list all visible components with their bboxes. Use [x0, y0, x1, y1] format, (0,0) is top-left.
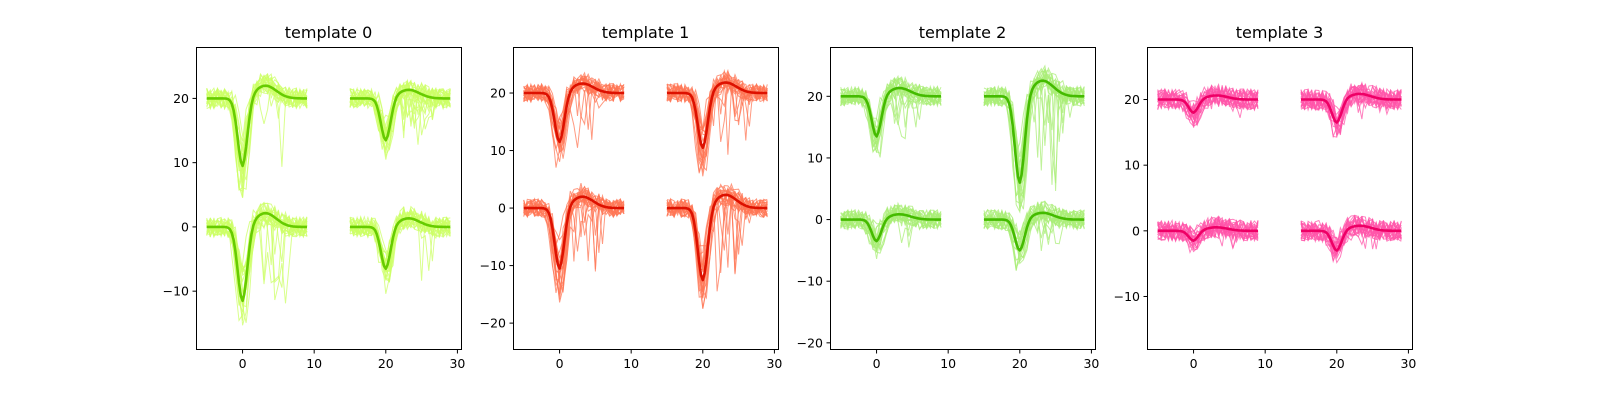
y-tick-label: 0: [181, 219, 189, 234]
mean-waveform-3: [350, 217, 451, 270]
trace-line: [666, 191, 768, 298]
mean-waveform-2: [206, 211, 307, 303]
trace-line: [523, 191, 625, 292]
trace-line: [666, 74, 768, 172]
plot-area: [1157, 81, 1402, 264]
x-tick-label: 0: [239, 356, 247, 371]
trace-line: [1157, 86, 1259, 115]
y-tick-label: −10: [1114, 289, 1140, 304]
plot-area: [206, 72, 451, 326]
trace-line: [840, 205, 942, 241]
trace-line: [523, 188, 625, 286]
x-tick-label: 30: [1400, 356, 1416, 371]
x-tick-label: 30: [449, 356, 465, 371]
y-tick-label: 10: [173, 155, 189, 170]
mean-waveform-2: [840, 213, 941, 243]
trace-line: [1300, 216, 1402, 247]
y-tick-label: 0: [1132, 223, 1140, 238]
axes-frame: [513, 47, 779, 350]
chart-panel-2: 0 10 20 30 −20 −10 0 10 20 template 2: [797, 23, 1100, 371]
mean-waveform-0: [840, 86, 941, 138]
y-tick-label: 10: [1124, 158, 1140, 173]
trace-line: [1300, 88, 1402, 128]
x-tick-label: 10: [306, 356, 322, 371]
y-tick-label: −20: [797, 335, 823, 350]
mean-waveform-3: [667, 193, 768, 282]
chart-panel-3: 0 10 20 30 −10 0 10 20 template 3: [1114, 23, 1417, 371]
x-tick-label: 20: [1012, 356, 1028, 371]
y-tick-label: 0: [498, 201, 506, 216]
y-tick-label: 10: [490, 143, 506, 158]
axes-frame: [196, 47, 462, 350]
mean-waveform-1: [984, 79, 1085, 184]
trace-line: [1157, 87, 1259, 126]
trace-line: [349, 212, 451, 283]
trace-line: [983, 70, 1085, 199]
mean-waveform-1: [667, 81, 768, 149]
axes-frame: [1147, 47, 1413, 350]
trace-line: [983, 68, 1085, 205]
y-tick-label: −20: [480, 316, 506, 331]
trace-line: [523, 75, 625, 152]
trace-line: [983, 203, 1085, 260]
y-tick-label: 20: [807, 89, 823, 104]
chart-title: template 3: [1236, 23, 1324, 42]
trace-line: [840, 84, 942, 131]
y-tick-label: 0: [815, 212, 823, 227]
y-tick-label: 20: [1124, 92, 1140, 107]
x-tick-label: 30: [766, 356, 782, 371]
chart-title: template 1: [602, 23, 690, 42]
mean-waveform-1: [350, 88, 451, 142]
axes-frame: [830, 47, 1096, 350]
x-tick-label: 30: [1083, 356, 1099, 371]
chart-panel-1: 0 10 20 30 −20 −10 0 10 20 template 1: [480, 23, 783, 371]
x-tick-label: 0: [873, 356, 881, 371]
trace-line: [206, 207, 308, 294]
trace-line: [1157, 220, 1259, 244]
trace-line: [206, 79, 308, 155]
trace-line: [840, 84, 942, 129]
trace-line: [840, 209, 942, 242]
trace-line: [1157, 86, 1259, 112]
mean-waveform-0: [206, 84, 307, 168]
x-tick-label: 20: [695, 356, 711, 371]
mean-waveform-3: [1301, 224, 1402, 252]
y-tick-label: 20: [490, 86, 506, 101]
y-tick-label: 10: [807, 150, 823, 165]
x-tick-label: 10: [940, 356, 956, 371]
x-tick-label: 20: [378, 356, 394, 371]
mean-waveform-2: [523, 195, 624, 270]
x-tick-label: 10: [623, 356, 639, 371]
trace-line: [1157, 216, 1259, 249]
plot-area: [840, 64, 1085, 271]
y-tick-label: −10: [163, 284, 189, 299]
mean-waveform-0: [1157, 94, 1258, 114]
mean-waveform-0: [523, 82, 624, 144]
trace-line: [983, 206, 1085, 251]
trace-line: [1300, 81, 1402, 130]
y-tick-label: 20: [173, 91, 189, 106]
chart-panel-0: 0 10 20 30 −10 0 10 20 template 0: [163, 23, 466, 371]
mean-waveform-1: [1301, 92, 1402, 124]
y-tick-label: −10: [480, 258, 506, 273]
trace-line: [1300, 215, 1402, 245]
y-tick-label: −10: [797, 274, 823, 289]
x-tick-label: 10: [1257, 356, 1273, 371]
trace-line: [349, 80, 451, 138]
trace-line: [984, 75, 1085, 155]
mean-waveform-2: [1157, 226, 1258, 242]
plot-area: [523, 68, 768, 309]
x-tick-label: 0: [556, 356, 564, 371]
chart-title: template 2: [919, 23, 1007, 42]
mean-waveform-3: [984, 211, 1085, 252]
x-tick-label: 20: [1329, 356, 1345, 371]
trace-line: [666, 183, 768, 292]
chart-title: template 0: [285, 23, 373, 42]
x-tick-label: 0: [1190, 356, 1198, 371]
